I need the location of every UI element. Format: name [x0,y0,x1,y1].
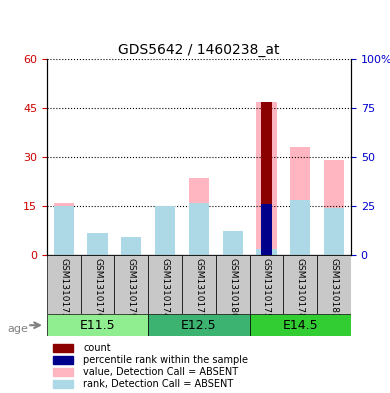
Text: GSM1310178: GSM1310178 [296,259,305,319]
FancyBboxPatch shape [148,314,250,336]
Text: count: count [83,343,111,353]
Text: percentile rank within the sample: percentile rank within the sample [83,355,248,365]
Bar [256,101,277,255]
Bar [53,356,73,364]
Bar [121,237,142,255]
Text: GSM1310180: GSM1310180 [228,259,237,319]
Text: age: age [8,324,29,334]
Bar [290,147,310,255]
Bar [155,206,175,255]
Bar [53,368,73,376]
Bar [324,208,344,255]
Text: GSM1310177: GSM1310177 [194,259,204,319]
Bar [155,206,175,255]
Bar [53,344,73,352]
FancyBboxPatch shape [47,255,81,314]
Bar [121,237,142,255]
Bar [261,101,271,255]
Bar [290,200,310,255]
Bar [53,380,73,388]
Text: GSM1310176: GSM1310176 [93,259,102,319]
FancyBboxPatch shape [317,255,351,314]
Text: rank, Detection Call = ABSENT: rank, Detection Call = ABSENT [83,379,234,389]
Bar [189,203,209,255]
Bar [53,206,74,255]
FancyBboxPatch shape [81,255,114,314]
Bar [87,237,108,255]
FancyBboxPatch shape [284,255,317,314]
Bar [261,204,271,255]
Bar [87,233,108,255]
FancyBboxPatch shape [216,255,250,314]
Text: value, Detection Call = ABSENT: value, Detection Call = ABSENT [83,367,238,377]
Bar [324,160,344,255]
Text: GSM1310181: GSM1310181 [330,259,339,319]
Text: GSM1310175: GSM1310175 [262,259,271,319]
FancyBboxPatch shape [47,314,148,336]
Text: E11.5: E11.5 [80,319,115,332]
FancyBboxPatch shape [250,255,284,314]
FancyBboxPatch shape [148,255,182,314]
Text: GSM1310179: GSM1310179 [127,259,136,319]
FancyBboxPatch shape [250,314,351,336]
Bar [256,249,277,255]
Bar [223,231,243,255]
Bar [223,231,243,255]
Title: GDS5642 / 1460238_at: GDS5642 / 1460238_at [118,42,280,57]
Bar [189,178,209,255]
Bar [53,203,74,255]
FancyBboxPatch shape [182,255,216,314]
Text: E12.5: E12.5 [181,319,217,332]
Text: GSM1310174: GSM1310174 [161,259,170,319]
Text: GSM1310173: GSM1310173 [59,259,68,319]
Text: E14.5: E14.5 [282,319,318,332]
FancyBboxPatch shape [114,255,148,314]
